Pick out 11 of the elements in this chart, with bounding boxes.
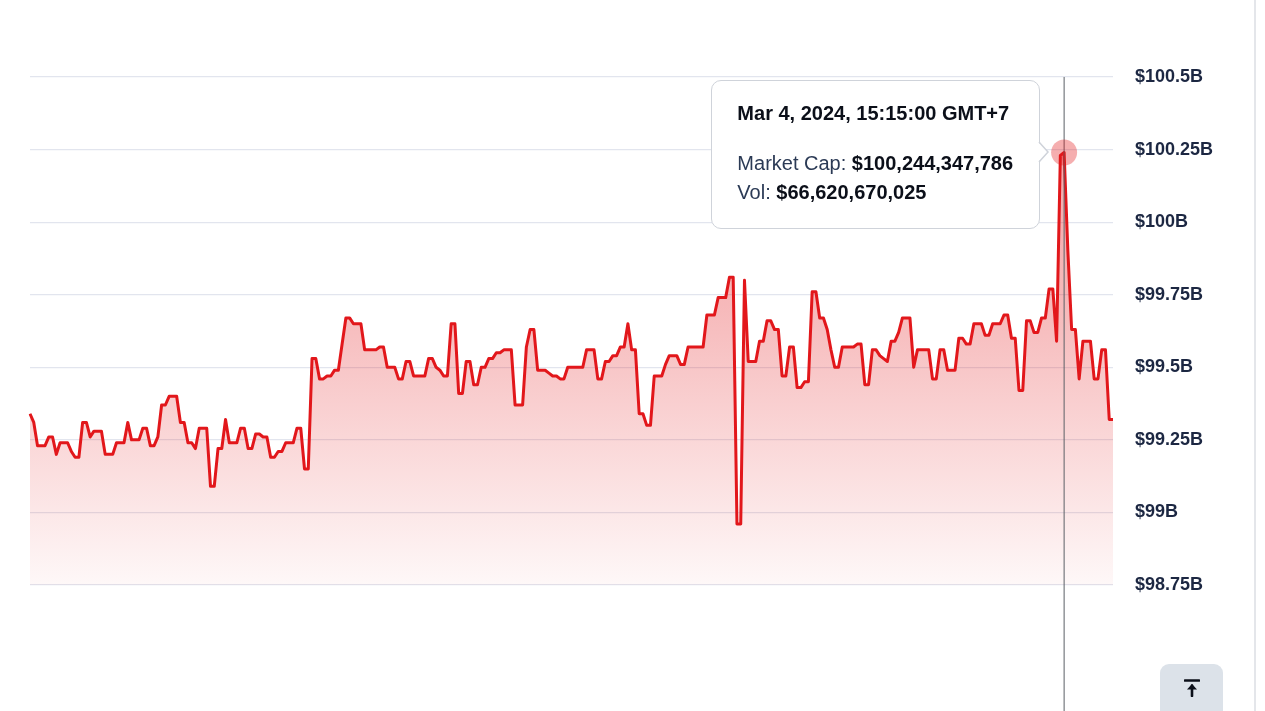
y-tick-label: $99B — [1135, 501, 1179, 522]
y-tick-label: $100B — [1135, 211, 1189, 232]
annotation: Mar 4, 2024, 15:15:00 GMT+7 — [737, 101, 1011, 125]
y-tick-label: $99.75B — [1135, 283, 1204, 304]
y-tick-label: $100.25B — [1135, 138, 1214, 159]
annotation: Market Cap: $100,244,347,786 — [737, 152, 1014, 174]
annotation: Vol: $66,620,670,025 — [737, 181, 927, 203]
y-tick-label: $100.5B — [1135, 65, 1204, 86]
y-tick-label: $99.5B — [1135, 356, 1194, 377]
y-tick-label: $99.25B — [1135, 428, 1204, 449]
y-tick-label: $98.75B — [1135, 573, 1204, 594]
